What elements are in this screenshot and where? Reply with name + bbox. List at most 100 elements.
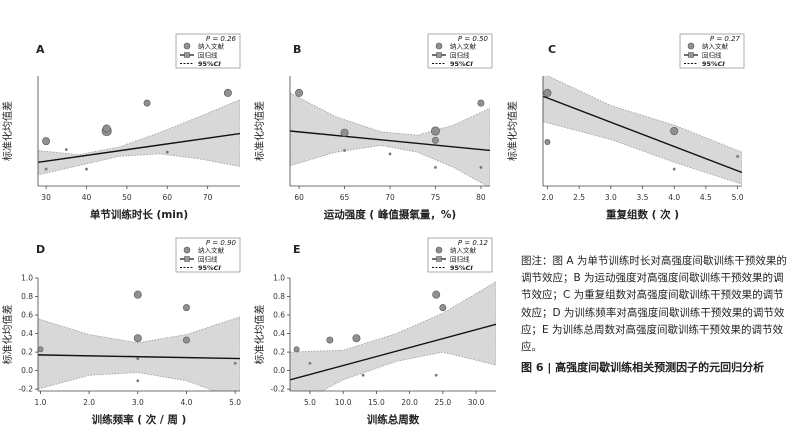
- legend-ci-italic: CI: [466, 60, 474, 68]
- ci-band: [290, 92, 490, 186]
- data-point: [439, 304, 447, 312]
- regression-line: [38, 132, 240, 164]
- data-point: [37, 346, 44, 353]
- y-tick-label: 0.0: [21, 366, 33, 375]
- data-point: [182, 336, 190, 344]
- legend-ci-italic: CI: [466, 264, 474, 272]
- legend-ci-prefix: 95%: [450, 264, 466, 272]
- figure-caption: 图注：图 A 为单节训练时长对高强度间歇训练干预效果的调节效应；B 为运动强度对…: [521, 253, 789, 376]
- data-point: [343, 149, 346, 152]
- legend-points-label: 纳入文献: [198, 42, 225, 51]
- legend-ci-label: 95%CI: [450, 264, 473, 272]
- x-tick-label: 70: [203, 193, 213, 202]
- legend-point-icon: [183, 42, 191, 50]
- legend-line-marker: [688, 52, 694, 58]
- y-tick-label: -0.2: [18, 385, 33, 394]
- legend-point-icon: [435, 42, 443, 50]
- x-tick-label: 60: [163, 193, 173, 202]
- ci-band: [543, 76, 742, 185]
- p-value-label: P = 0.90: [206, 239, 237, 247]
- x-tick-label: 70: [385, 193, 395, 202]
- y-tick-label: 0.2: [273, 348, 285, 357]
- legend-point-icon: [687, 42, 695, 50]
- panel-C: 2.0 2.5 3.0 3.5 4.0 4.5 5.0 C 重复组数 ( 次 ) 标准化均值差 P …: [506, 33, 745, 221]
- legend-line-marker: [184, 52, 190, 58]
- p-value-label: P = 0.27: [710, 35, 741, 43]
- legend-point-icon: [435, 246, 443, 254]
- data-point: [544, 139, 551, 145]
- legend-ci-label: 95%CI: [198, 60, 221, 68]
- data-point: [136, 379, 140, 383]
- data-point: [736, 154, 739, 158]
- p-value-label: P = 0.12: [458, 239, 489, 247]
- x-tick-label: 25.0: [434, 398, 451, 407]
- x-tick-label: 30: [41, 193, 51, 202]
- data-point: [143, 99, 151, 107]
- data-point: [295, 88, 304, 97]
- data-point: [326, 336, 334, 344]
- panel-B: 60 65 70 75 80 B 运动强度 ( 峰值摄氧量，%) 标准化均值差 P = 0.50…: [253, 33, 493, 221]
- x-tick-label: 80: [476, 193, 486, 202]
- x-tick-label: 1.0: [34, 398, 46, 407]
- y-tick-label: 0.6: [273, 311, 285, 320]
- x-tick-label: 4.5: [700, 193, 712, 202]
- x-tick-label: 3.5: [637, 193, 649, 202]
- legend-line-label: 回归线: [198, 255, 218, 264]
- x-tick-label: 5.0: [732, 193, 744, 202]
- panel-D: 1.0 2.0 3.0 4.0 5.0 -0.2 0.0 0.2 0.4 0.6 0.8 1.0 D 训练…: [1, 237, 241, 426]
- data-point: [477, 99, 485, 107]
- x-tick-label: 3.0: [132, 398, 144, 407]
- regression-line: [290, 130, 490, 152]
- legend-points-label: 纳入文献: [702, 42, 729, 51]
- panel-label: D: [36, 243, 45, 256]
- legend-ci-italic: CI: [214, 60, 222, 68]
- data-point: [233, 361, 237, 365]
- legend-box: [427, 33, 493, 69]
- x-tick-label: 2.0: [541, 193, 553, 202]
- legend-point-icon: [183, 246, 191, 254]
- y-axis-label: 标准化均值差: [506, 101, 519, 161]
- p-value-label: P = 0.50: [458, 35, 489, 43]
- data-point: [434, 373, 438, 377]
- y-tick-label: 0.8: [273, 292, 285, 301]
- legend-box: [175, 33, 241, 69]
- x-tick-label: 5.0: [304, 398, 316, 407]
- x-tick-label: 4.0: [668, 193, 680, 202]
- x-tick-label: 10.0: [335, 398, 352, 407]
- data-point: [672, 167, 676, 171]
- regression-line: [543, 95, 742, 174]
- legend-ci-label: 95%CI: [702, 60, 725, 68]
- legend-points-label: 纳入文献: [450, 246, 477, 255]
- legend-line-label: 回归线: [702, 51, 722, 60]
- data-point: [361, 373, 365, 377]
- data-point: [308, 361, 312, 365]
- x-axis-label: 运动强度 ( 峰值摄氧量，%): [324, 208, 456, 221]
- panel-label: C: [548, 43, 556, 56]
- y-tick-label: 0.4: [21, 329, 33, 338]
- legend-line-label: 回归线: [198, 51, 218, 60]
- x-tick-label: 2.0: [83, 398, 95, 407]
- data-point: [42, 137, 51, 146]
- data-point: [430, 126, 440, 136]
- x-axis-label: 训练总周数: [367, 413, 420, 426]
- y-axis-label: 标准化均值差: [253, 305, 266, 365]
- data-point: [182, 304, 190, 312]
- x-axis-label: 单节训练时长 (min): [90, 208, 188, 221]
- legend-ci-label: 95%CI: [198, 264, 221, 272]
- legend-ci-italic: CI: [718, 60, 726, 68]
- y-axis-label: 标准化均值差: [1, 305, 14, 365]
- panel-E: 5.0 10.0 15.0 20.0 25.0 30.0 -0.2 0.0 0.2 0.4 0.6 0…: [253, 237, 496, 426]
- data-point: [432, 290, 441, 299]
- data-point: [340, 128, 349, 137]
- x-axis-label: 重复组数 ( 次 ): [606, 208, 679, 221]
- data-point: [44, 167, 48, 171]
- data-point: [352, 334, 361, 343]
- data-point: [388, 152, 392, 156]
- legend-line-marker: [184, 256, 190, 262]
- x-axis-label: 训练频率 ( 次 / 周 ): [92, 413, 187, 426]
- p-value-label: P = 0.26: [206, 35, 237, 43]
- regression-line: [290, 323, 496, 381]
